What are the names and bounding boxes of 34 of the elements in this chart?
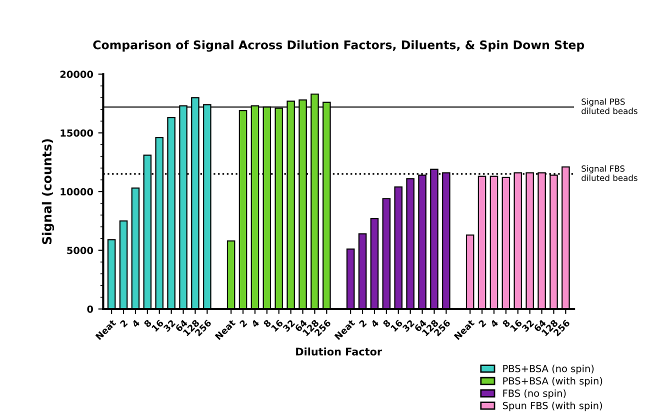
x-tick-label: 16 xyxy=(270,319,284,332)
x-tick-label: 4 xyxy=(370,319,380,328)
x-tick-label: 32 xyxy=(402,319,415,332)
x-tick-label: 2 xyxy=(120,319,128,328)
x-tick-label: 16 xyxy=(390,319,403,332)
x-tick-label: 2 xyxy=(239,319,248,328)
x-tick-label: 8 xyxy=(262,319,272,328)
x-tick-label: 4 xyxy=(251,319,260,328)
x-tick-label: 32 xyxy=(282,319,296,332)
x-tick-label: 16 xyxy=(510,319,522,332)
x-axis-title: Dilution Factor xyxy=(296,347,382,356)
y-tick-label: 10000 xyxy=(60,188,94,196)
y-tick-label: 20000 xyxy=(60,70,94,78)
x-tick-label: 4 xyxy=(490,319,499,328)
x-tick-label: 8 xyxy=(382,319,391,328)
legend-label: PBS+BSA (with spin) xyxy=(503,377,602,386)
x-tick-label: 16 xyxy=(151,319,164,332)
x-tick-label: 2 xyxy=(358,319,367,328)
y-tick-label: 0 xyxy=(87,305,94,313)
x-tick-label: 4 xyxy=(132,319,140,328)
legend-label: Spun FBS (with spin) xyxy=(502,402,602,412)
ref-line-label: Signal PBS diluted beads xyxy=(582,98,638,114)
legend-label: PBS+BSA (no spin) xyxy=(503,364,594,374)
chart-title: Comparison of Signal Across Dilution Factors, Diluents, & Spin Down Step xyxy=(93,40,584,52)
ref-line-label: Signal FBS diluted beads xyxy=(582,165,638,182)
x-tick-label: 8 xyxy=(502,319,510,328)
y-axis-title: Signal (counts) xyxy=(42,139,54,244)
x-tick-label: 32 xyxy=(162,319,176,332)
x-tick-label: 32 xyxy=(521,319,534,332)
x-tick-label: 2 xyxy=(478,319,486,328)
y-tick-label: 5000 xyxy=(67,246,94,254)
legend-label: FBS (no spin) xyxy=(503,389,566,399)
x-tick-label: 8 xyxy=(143,319,152,328)
y-tick-label: 15000 xyxy=(60,129,94,137)
